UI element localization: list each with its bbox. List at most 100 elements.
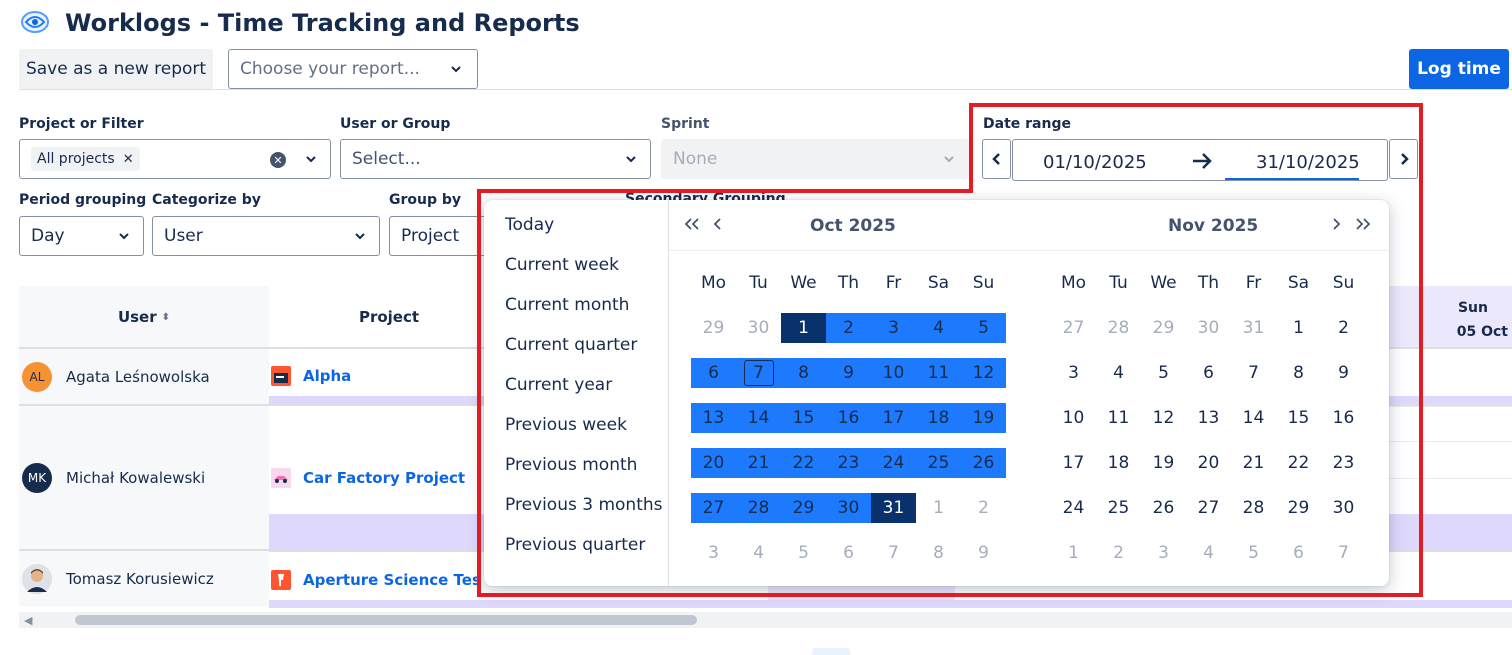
date-to-input[interactable]: 31/10/2025 xyxy=(1256,152,1360,173)
calendar-day[interactable]: 2 xyxy=(1338,318,1349,338)
calendar-day[interactable]: 21 xyxy=(736,448,781,478)
calendar-day[interactable]: 24 xyxy=(871,448,916,478)
preset-previous-month[interactable]: Previous month xyxy=(505,455,638,475)
calendar-day[interactable]: 15 xyxy=(1287,408,1310,428)
prev-year-icon[interactable] xyxy=(683,213,701,237)
calendar-day[interactable]: 23 xyxy=(1332,453,1355,473)
period-select[interactable]: Day xyxy=(19,216,144,256)
calendar-day[interactable]: 1 xyxy=(1068,543,1079,563)
calendar-day[interactable]: 9 xyxy=(826,358,871,388)
calendar-day[interactable]: 19 xyxy=(1152,453,1175,473)
preset-today[interactable]: Today xyxy=(505,215,555,235)
calendar-day[interactable]: 4 xyxy=(1113,363,1124,383)
chevron-down-icon[interactable] xyxy=(304,152,318,166)
calendar-day[interactable]: 14 xyxy=(1242,408,1265,428)
calendar-day[interactable]: 6 xyxy=(691,358,736,388)
log-time-button[interactable]: Log time xyxy=(1409,49,1509,89)
calendar-day[interactable]: 24 xyxy=(1062,498,1085,518)
calendar-day[interactable]: 28 xyxy=(1242,498,1265,518)
calendar-day[interactable]: 26 xyxy=(1152,498,1175,518)
calendar-day[interactable]: 17 xyxy=(1062,453,1085,473)
calendar-day[interactable]: 27 xyxy=(691,493,736,523)
calendar-day[interactable]: 9 xyxy=(1338,363,1349,383)
calendar-day[interactable]: 18 xyxy=(1107,453,1130,473)
calendar-day[interactable]: 30 xyxy=(1332,498,1355,518)
calendar-day[interactable]: 7 xyxy=(888,543,899,563)
calendar-day[interactable]: 4 xyxy=(753,543,764,563)
calendar-day[interactable]: 29 xyxy=(702,318,725,338)
calendar-day[interactable]: 6 xyxy=(1203,363,1214,383)
group-select[interactable]: Project xyxy=(389,216,489,256)
calendar-day[interactable]: 6 xyxy=(1293,543,1304,563)
categorize-select[interactable]: User xyxy=(152,216,380,256)
calendar-day[interactable]: 7 xyxy=(1248,363,1259,383)
project-name[interactable]: Car Factory Project xyxy=(303,469,466,487)
calendar-day[interactable]: 13 xyxy=(691,403,736,433)
calendar-day[interactable]: 9 xyxy=(978,543,989,563)
user-filter-field[interactable]: Select... xyxy=(340,139,651,179)
calendar-day[interactable]: 27 xyxy=(1062,318,1085,338)
scroll-left-icon[interactable]: ◀ xyxy=(24,614,33,627)
calendar-day[interactable]: 4 xyxy=(1203,543,1214,563)
date-range-field[interactable]: 01/10/2025 31/10/2025 xyxy=(1012,139,1388,181)
table-row-project[interactable]: Aperture Science Testing xyxy=(271,568,481,592)
calendar-day[interactable]: 29 xyxy=(781,493,826,523)
calendar-day[interactable]: 3 xyxy=(1158,543,1169,563)
calendar-day[interactable]: 18 xyxy=(916,403,961,433)
calendar-day[interactable]: 28 xyxy=(736,493,781,523)
calendar-day[interactable]: 5 xyxy=(798,543,809,563)
calendar-day[interactable]: 17 xyxy=(871,403,916,433)
calendar-day[interactable]: 25 xyxy=(1107,498,1130,518)
calendar-day[interactable]: 22 xyxy=(1287,453,1310,473)
calendar-day[interactable]: 3 xyxy=(708,543,719,563)
next-month-icon[interactable] xyxy=(1331,213,1343,237)
calendar-day[interactable]: 27 xyxy=(1197,498,1220,518)
calendar-day[interactable]: 3 xyxy=(871,313,916,343)
preset-previous-3-months[interactable]: Previous 3 months xyxy=(505,495,663,515)
calendar-day[interactable]: 13 xyxy=(1197,408,1220,428)
calendar-day[interactable]: 2 xyxy=(978,498,989,518)
calendar-day[interactable]: 25 xyxy=(916,448,961,478)
pagination-button[interactable] xyxy=(812,648,850,655)
report-select[interactable]: Choose your report... xyxy=(228,49,478,89)
calendar-day[interactable]: 5 xyxy=(1158,363,1169,383)
calendar-day[interactable]: 28 xyxy=(1107,318,1130,338)
calendar-day[interactable]: 8 xyxy=(781,358,826,388)
calendar-day[interactable]: 5 xyxy=(1248,543,1259,563)
calendar-day[interactable]: 11 xyxy=(1107,408,1130,428)
calendar-day[interactable]: 4 xyxy=(916,313,961,343)
project-name[interactable]: Aperture Science Testing xyxy=(303,571,481,589)
date-prev-button[interactable] xyxy=(982,139,1011,179)
calendar-day[interactable]: 1 xyxy=(1293,318,1304,338)
calendar-day[interactable]: 5 xyxy=(961,313,1006,343)
calendar-day[interactable]: 1 xyxy=(933,498,944,518)
preset-previous-week[interactable]: Previous week xyxy=(505,415,627,435)
calendar-day[interactable]: 12 xyxy=(1152,408,1175,428)
calendar-day[interactable]: 8 xyxy=(1293,363,1304,383)
calendar-day[interactable]: 30 xyxy=(826,493,871,523)
calendar-day[interactable]: 26 xyxy=(961,448,1006,478)
calendar-day[interactable]: 29 xyxy=(1152,318,1175,338)
calendar-day[interactable]: 14 xyxy=(736,403,781,433)
save-report-button[interactable]: Save as a new report xyxy=(19,49,213,89)
preset-current-year[interactable]: Current year xyxy=(505,375,613,395)
calendar-day[interactable]: 10 xyxy=(1062,408,1085,428)
calendar-day[interactable]: 21 xyxy=(1242,453,1265,473)
date-from-input[interactable]: 01/10/2025 xyxy=(1043,152,1147,173)
left-month-title[interactable]: Oct 2025 xyxy=(810,216,896,236)
calendar-day[interactable]: 12 xyxy=(961,358,1006,388)
calendar-day[interactable]: 20 xyxy=(691,448,736,478)
calendar-day[interactable]: 16 xyxy=(826,403,871,433)
calendar-day[interactable]: 10 xyxy=(871,358,916,388)
calendar-day[interactable]: 16 xyxy=(1332,408,1355,428)
calendar-day[interactable]: 11 xyxy=(916,358,961,388)
table-row-project[interactable]: Car Factory Project xyxy=(271,466,481,490)
prev-month-icon[interactable] xyxy=(711,213,723,237)
calendar-day[interactable]: 2 xyxy=(826,313,871,343)
calendar-day[interactable]: 3 xyxy=(1068,363,1079,383)
preset-current-month[interactable]: Current month xyxy=(505,295,630,315)
next-year-icon[interactable] xyxy=(1354,213,1372,237)
column-header-project[interactable]: Project xyxy=(269,286,509,348)
calendar-day[interactable]: 30 xyxy=(1197,318,1220,338)
calendar-day[interactable]: 1 xyxy=(781,313,826,343)
